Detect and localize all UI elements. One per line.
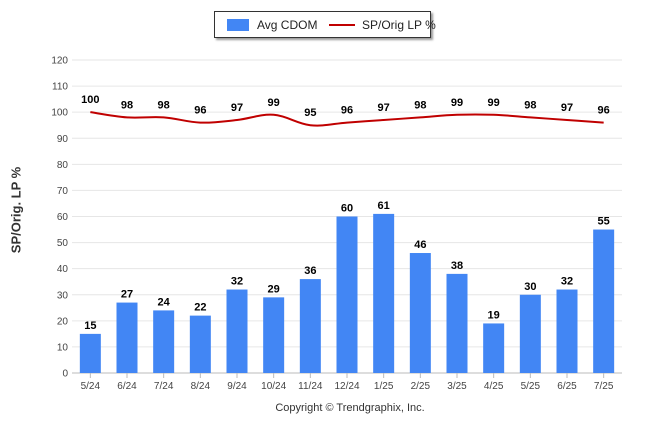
bar-data-label: 27	[121, 289, 133, 301]
bar-data-label: 36	[304, 265, 316, 277]
bar	[446, 273, 468, 373]
line-data-label: 99	[451, 97, 463, 109]
bar	[373, 213, 395, 373]
y-tick-label: 40	[57, 264, 69, 275]
line-data-label: 100	[81, 94, 99, 106]
bar-data-label: 55	[598, 216, 610, 228]
legend: Avg CDOM SP/Orig LP %	[214, 11, 436, 38]
bar-data-label: 32	[561, 276, 573, 288]
line-data-label: 96	[341, 105, 353, 117]
y-tick-label: 10	[57, 342, 69, 353]
y-tick-label: 0	[62, 369, 68, 380]
line-data-label: 98	[121, 99, 133, 111]
x-tick-label: 2/25	[411, 381, 431, 392]
x-tick-label: 7/25	[594, 381, 614, 392]
y-tick-label: 30	[57, 290, 69, 301]
bar	[483, 323, 505, 373]
bar	[409, 253, 431, 373]
line-data-label: 98	[414, 99, 426, 111]
line-data-label: 99	[488, 97, 500, 109]
bar	[189, 315, 211, 373]
x-tick-label: 11/24	[298, 381, 323, 392]
line-data-label: 98	[524, 99, 536, 111]
bar	[153, 310, 175, 373]
bar	[79, 333, 101, 373]
bar	[519, 294, 541, 373]
legend-line-label: SP/Orig LP %	[362, 18, 436, 32]
bar	[336, 216, 358, 373]
x-tick-label: 3/25	[447, 381, 467, 392]
line-data-label: 95	[304, 107, 316, 119]
line-data-label: 97	[378, 102, 390, 114]
x-tick-label: 8/24	[191, 381, 211, 392]
line-data-label: 98	[158, 99, 170, 111]
y-tick-label: 20	[57, 316, 69, 327]
y-tick-label: 120	[51, 56, 68, 67]
legend-bar-swatch	[227, 19, 249, 31]
line-data-label: 96	[598, 105, 610, 117]
series-line-sp-orig-lp	[90, 111, 604, 127]
x-tick-label: 12/24	[334, 381, 359, 392]
bar-data-label: 30	[524, 281, 536, 293]
bar-data-label: 29	[268, 283, 280, 295]
y-tick-label: 110	[52, 82, 68, 93]
legend-bar-label: Avg CDOM	[257, 18, 318, 32]
bar	[593, 229, 615, 373]
bar-data-label: 46	[414, 239, 426, 251]
bar-data-label: 24	[158, 296, 171, 308]
bar	[116, 302, 138, 373]
y-tick-label: 60	[57, 212, 69, 223]
bar-data-label: 22	[194, 302, 206, 314]
legend-line-swatch	[329, 24, 355, 26]
bar	[299, 279, 321, 373]
bar	[226, 289, 248, 373]
x-tick-label: 4/25	[484, 381, 504, 392]
x-tick-label: 6/25	[557, 381, 577, 392]
bar-data-label: 15	[84, 320, 96, 332]
x-tick-label: 1/25	[374, 381, 394, 392]
bar-data-label: 19	[488, 309, 500, 321]
x-tick-label: 5/25	[521, 381, 541, 392]
bar-data-label: 60	[341, 203, 353, 215]
line-data-label: 96	[194, 105, 206, 117]
x-tick-label: 9/24	[227, 381, 247, 392]
x-tick-label: 6/24	[117, 381, 137, 392]
y-tick-label: 70	[57, 186, 69, 197]
line-data-label: 99	[268, 97, 280, 109]
y-tick-label: 80	[57, 160, 69, 171]
bar	[556, 289, 578, 373]
y-tick-label: 90	[57, 134, 69, 145]
y-tick-label: 100	[51, 108, 68, 119]
bar	[263, 297, 285, 373]
line-data-label: 97	[231, 102, 243, 114]
bar-data-label: 61	[378, 200, 390, 212]
x-tick-label: 5/24	[81, 381, 101, 392]
x-tick-label: 7/24	[154, 381, 174, 392]
line-data-label: 97	[561, 102, 573, 114]
bar-data-label: 38	[451, 260, 463, 272]
x-tick-label: 10/24	[261, 381, 286, 392]
bar-data-label: 32	[231, 276, 243, 288]
y-tick-label: 50	[57, 238, 69, 249]
copyright: Copyright © Trendgraphix, Inc.	[275, 402, 425, 414]
